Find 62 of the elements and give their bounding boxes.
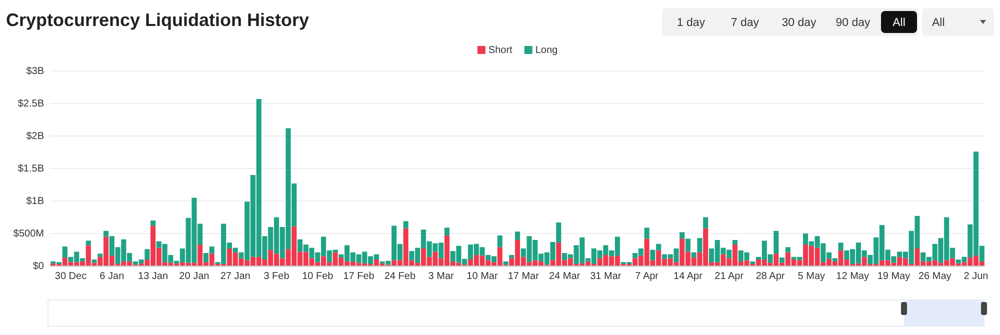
bar [509, 254, 514, 258]
text: 7 day [730, 17, 760, 29]
x-tick-label: 17 Feb [343, 271, 375, 282]
y-tick-label: $0 [32, 261, 44, 272]
bar [144, 249, 150, 260]
bar [403, 221, 408, 228]
legend-label: Short [488, 45, 513, 56]
bar [497, 235, 502, 248]
bar [785, 247, 790, 252]
x-tick-label: 7 Apr [635, 271, 660, 282]
y-tick-label: $1B [26, 196, 44, 208]
bar [732, 240, 738, 245]
bar [503, 261, 508, 265]
bar [644, 228, 650, 239]
bar [838, 242, 844, 250]
bar [697, 238, 702, 252]
chart-title: Cryptocurrency Liquidation History [6, 10, 310, 30]
y-tick-label: $500M [13, 228, 44, 240]
x-tick-label: 14 Apr [674, 271, 704, 282]
bar [779, 258, 785, 263]
x-tick-label: 21 Apr [714, 271, 744, 282]
x-tick-label: 12 May [836, 271, 869, 282]
bar [750, 261, 756, 264]
bar [703, 217, 708, 228]
x-tick-label: 27 Jan [220, 271, 250, 282]
x-tick-label: 13 Jan [138, 271, 168, 282]
y-tick-label: $2B [26, 131, 44, 142]
x-tick-label: 10 Mar [466, 271, 498, 282]
y-tick-label: $2.5B [18, 98, 44, 110]
bar [685, 238, 690, 252]
bar [680, 232, 685, 239]
x-tick-label: 10 Feb [302, 271, 334, 282]
x-tick-label: 20 Jan [179, 271, 210, 282]
bar [691, 252, 696, 258]
y-tick-label: $3B [26, 66, 44, 78]
x-tick-label: 19 May [877, 271, 910, 282]
y-tick-label: $1.5B [18, 164, 44, 175]
x-tick-label: 30 Dec [54, 271, 87, 282]
x-tick-label: 6 Jan [100, 271, 124, 282]
x-tick-label: 5 May [798, 271, 826, 282]
x-tick-label: 17 Mar [508, 271, 540, 282]
x-tick-label: 3 Feb [264, 271, 290, 282]
x-tick-label: 26 May [918, 271, 952, 282]
bar [86, 240, 91, 246]
text: All [932, 17, 945, 29]
x-tick-label: 28 Apr [756, 271, 786, 282]
legend-label: Long [535, 45, 558, 56]
bar [774, 230, 779, 254]
x-tick-label: 2 Jun [964, 271, 988, 282]
text: All [892, 17, 906, 29]
bar [444, 228, 450, 236]
bar [514, 232, 520, 240]
x-tick-label: 24 Mar [548, 271, 581, 282]
text: 90 day [836, 17, 871, 29]
bar [98, 254, 103, 257]
bar [92, 260, 97, 263]
text: 30 day [782, 17, 817, 29]
text: 1 day [676, 17, 706, 29]
x-tick-label: 3 Mar [428, 271, 455, 282]
x-tick-label: 31 Mar [590, 271, 622, 282]
x-tick-label: 24 Feb [384, 271, 416, 282]
bar [150, 220, 156, 226]
